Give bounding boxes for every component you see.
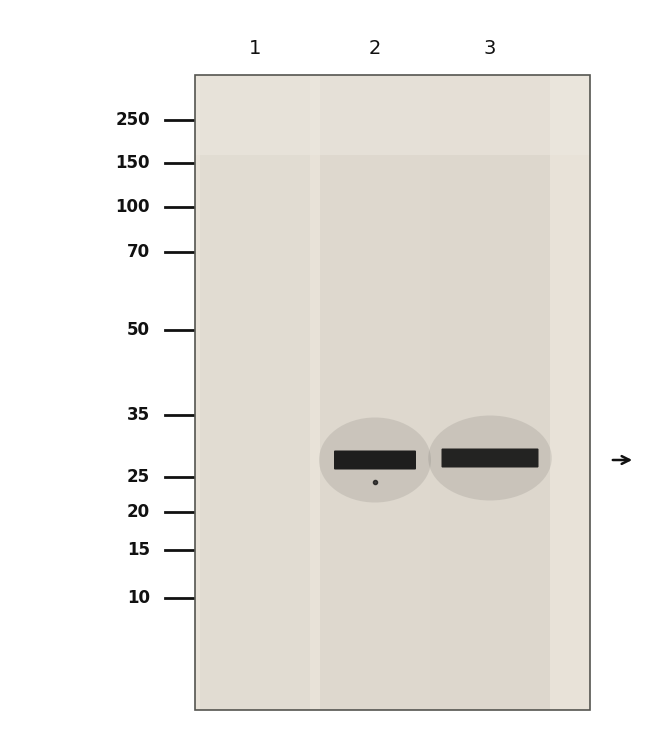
Bar [200, 75, 310, 710]
Text: 3: 3 [484, 39, 496, 58]
Text: 50: 50 [127, 321, 150, 339]
Bar [320, 75, 430, 710]
FancyBboxPatch shape [334, 450, 416, 469]
Text: 2: 2 [369, 39, 381, 58]
Text: 70: 70 [127, 243, 150, 261]
Bar [195, 75, 590, 710]
FancyBboxPatch shape [441, 449, 538, 468]
Text: 1: 1 [249, 39, 261, 58]
Text: 10: 10 [127, 589, 150, 607]
Ellipse shape [428, 416, 552, 501]
Bar [195, 75, 590, 710]
Text: 15: 15 [127, 541, 150, 559]
Text: 100: 100 [116, 198, 150, 216]
Bar [195, 75, 590, 155]
Bar [430, 75, 550, 710]
Text: 25: 25 [127, 468, 150, 486]
Text: 35: 35 [127, 406, 150, 424]
Text: 150: 150 [116, 154, 150, 172]
Ellipse shape [319, 417, 431, 502]
Text: 250: 250 [116, 111, 150, 129]
Text: 20: 20 [127, 503, 150, 521]
